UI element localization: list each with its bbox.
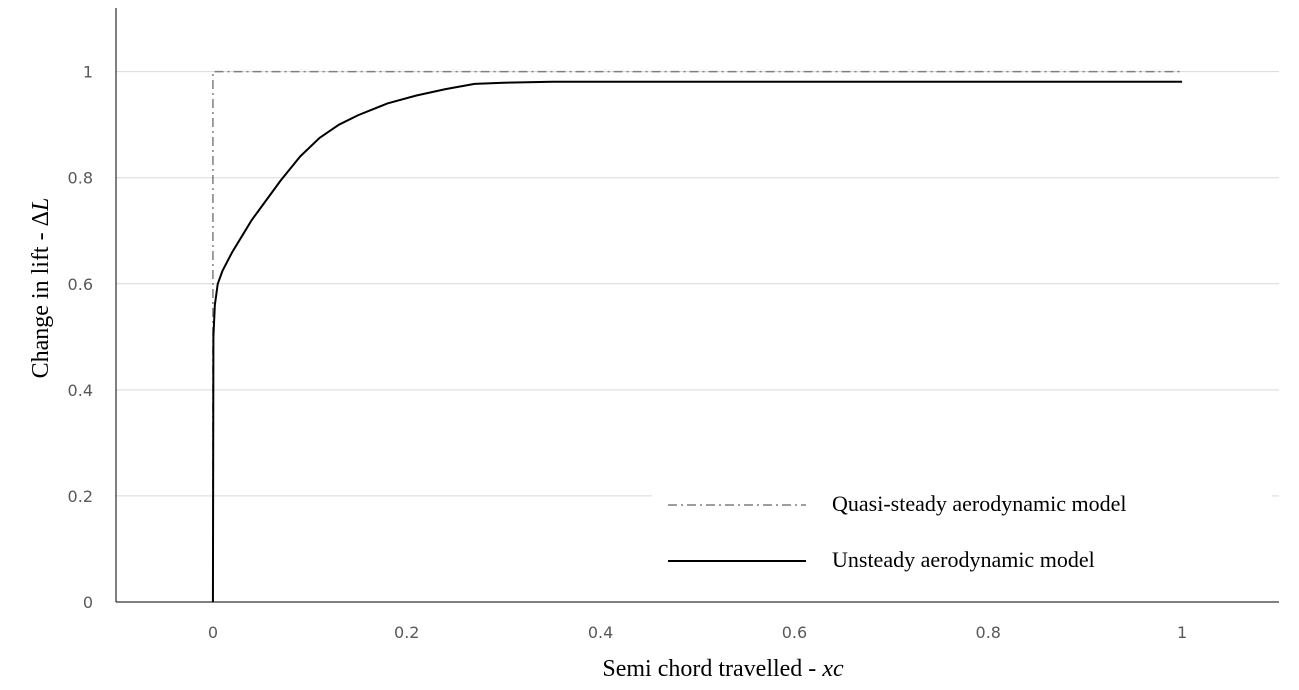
gridlines [116,71,1279,497]
x-tick-label-4: 0.8 [976,623,1001,642]
x-axis-title: Semi chord travelled - xc [602,656,844,682]
legend-label-quasi-steady: Quasi-steady aerodynamic model [832,491,1126,516]
y-axis-title: Change in lift - ΔL [28,198,54,379]
x-tick-label-1: 0.2 [394,623,419,642]
y-tick-label-2: 0.4 [68,381,93,400]
series-line-unsteady [211,80,1183,603]
x-axis-title-variable: xc [821,656,844,682]
legend-label-unsteady: Unsteady aerodynamic model [832,547,1095,572]
legend: Quasi-steady aerodynamic model Unsteady … [652,480,1272,586]
x-tick-label-3: 0.6 [782,623,807,642]
y-tick-label-5: 1 [83,63,93,82]
x-axis-title-text: Semi chord travelled - [602,656,822,682]
y-axis-title-text: Change in lift - Δ [28,211,54,378]
y-tick-label-0: 0 [83,593,93,612]
x-tick-label-0: 0 [208,623,218,642]
series-lines [211,70,1183,603]
y-tick-label-4: 0.8 [68,169,93,188]
y-tick-label-3: 0.6 [68,275,93,294]
x-tick-label-5: 1 [1177,623,1187,642]
tick-labels: 0 0.2 0.4 0.6 0.8 1 0 0.2 0.4 0.6 0.8 1 [68,63,1188,642]
legend-background [652,480,1272,586]
y-tick-label-1: 0.2 [68,487,93,506]
x-tick-label-2: 0.4 [588,623,613,642]
axes [115,8,1279,603]
y-axis-title-variable: L [28,198,54,212]
